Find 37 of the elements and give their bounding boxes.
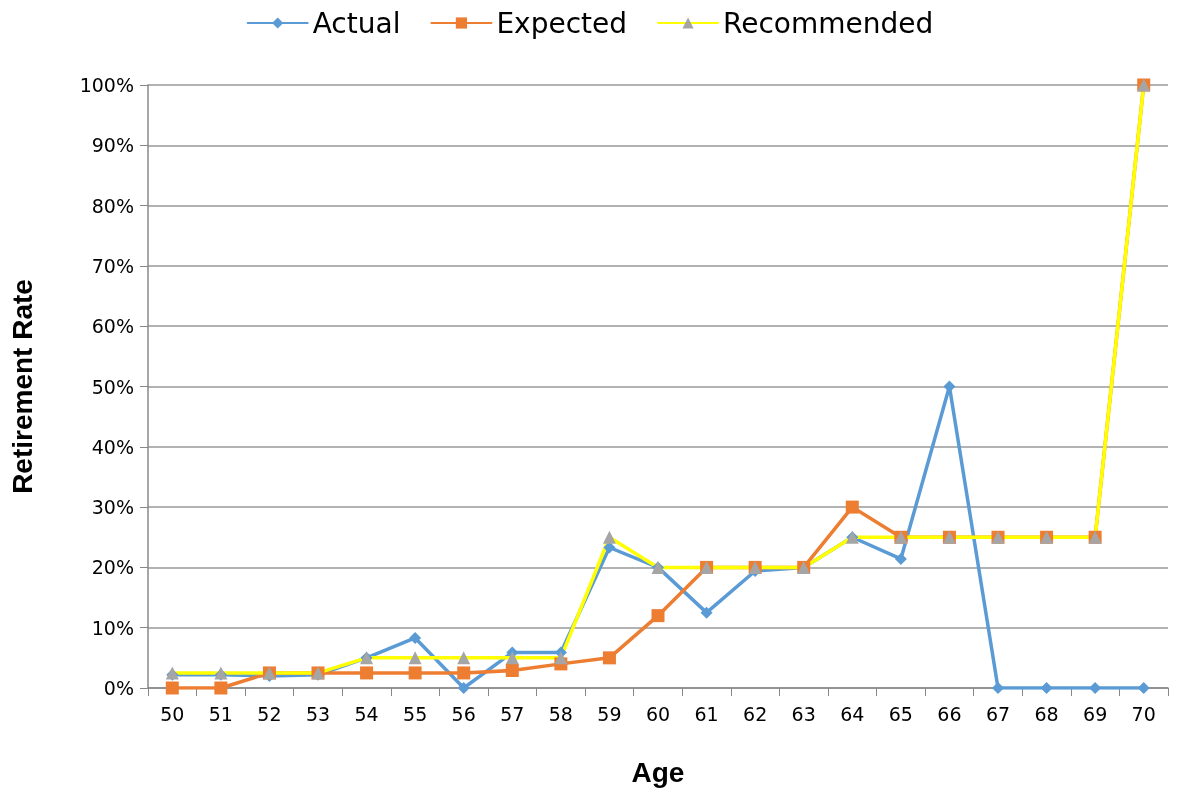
- y-tick-label: 80%: [91, 194, 134, 217]
- y-tick-label: 100%: [79, 74, 134, 96]
- x-tick-label: 55: [403, 702, 428, 725]
- x-tick-label: 60: [645, 702, 671, 725]
- x-tick-label: 66: [937, 702, 962, 725]
- y-tick-label: 40%: [91, 435, 134, 458]
- x-tick-label: 65: [888, 702, 913, 725]
- x-tick-label: 62: [743, 702, 768, 725]
- y-tick-label: 50%: [91, 375, 134, 398]
- x-tick-label: 61: [694, 702, 719, 725]
- y-tick-label: 30%: [91, 496, 134, 519]
- x-tick-label: 50: [160, 702, 185, 725]
- x-tick-label: 56: [451, 702, 476, 725]
- y-tick-label: 60%: [91, 315, 134, 338]
- x-tick-label: 69: [1083, 702, 1108, 725]
- y-tick-label: 70%: [91, 254, 134, 277]
- y-tick-label: 0%: [103, 677, 134, 699]
- y-tick-label: 90%: [91, 134, 134, 157]
- x-tick-label: 58: [548, 702, 573, 725]
- y-tick-label: 10%: [91, 616, 134, 639]
- y-axis-title: Retirement Rate: [6, 279, 38, 494]
- x-tick-label: 57: [500, 702, 525, 725]
- x-tick-label: 51: [208, 702, 233, 725]
- x-tick-label: 53: [305, 702, 331, 725]
- legend-label: Actual: [312, 6, 401, 40]
- x-tick-label: 70: [1131, 702, 1156, 725]
- y-tick-label: 20%: [91, 556, 134, 579]
- x-tick-label: 64: [840, 702, 865, 725]
- x-tick-label: 52: [257, 702, 282, 725]
- x-axis-title: Age: [631, 756, 685, 788]
- x-tick-label: 63: [791, 702, 816, 725]
- x-tick-label: 68: [1034, 702, 1059, 725]
- legend-label: Recommended: [723, 6, 934, 40]
- legend-label: Expected: [496, 6, 628, 40]
- x-tick-label: 59: [597, 702, 622, 725]
- x-tick-label: 54: [354, 702, 379, 725]
- x-tick-label: 67: [985, 702, 1011, 725]
